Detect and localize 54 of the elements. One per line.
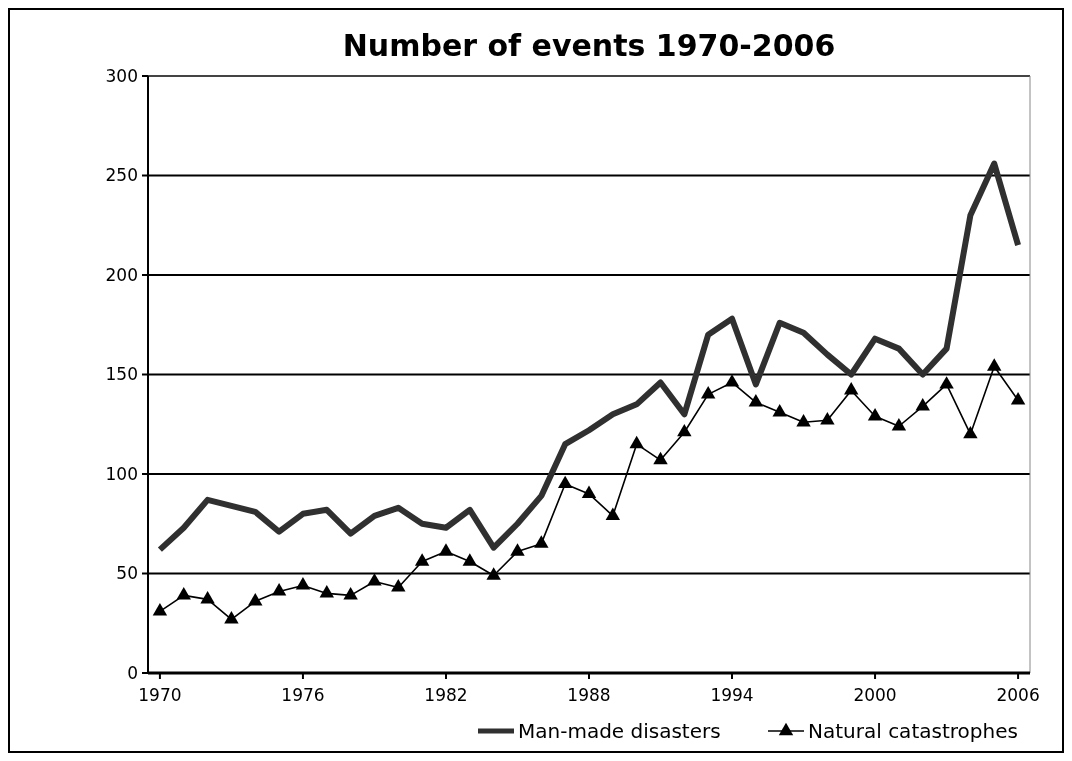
point (414, 553, 430, 566)
point (915, 398, 930, 411)
point (152, 602, 168, 616)
point (295, 577, 311, 590)
point (700, 386, 716, 399)
point (510, 543, 525, 556)
point (867, 407, 883, 421)
y-tick-label: 200 (105, 264, 138, 285)
point (963, 425, 978, 439)
chart-title: Number of events 1970-2006 (342, 28, 836, 63)
y-tick-label: 0 (127, 662, 138, 683)
point (772, 403, 787, 417)
y-tick-label: 250 (105, 165, 138, 186)
point (724, 374, 740, 387)
point (534, 535, 549, 548)
point (271, 583, 287, 596)
point (319, 585, 334, 598)
x-tick-label: 1970 (138, 685, 182, 705)
point (438, 543, 454, 556)
point (343, 587, 358, 600)
x-tick-label: 2000 (853, 685, 897, 705)
legend-label: Natural catastrophes (808, 719, 1018, 743)
point (200, 591, 215, 604)
x-tick-label: 1988 (567, 685, 611, 705)
point (581, 485, 597, 499)
point (391, 579, 406, 592)
y-tick-label: 150 (105, 364, 138, 385)
point (224, 610, 239, 624)
point (1010, 392, 1026, 405)
point (462, 553, 478, 566)
point (557, 475, 573, 489)
point (677, 423, 692, 437)
x-tick-label: 1982 (424, 685, 468, 705)
point (891, 417, 907, 431)
point (796, 413, 811, 427)
point (176, 587, 191, 600)
point (653, 451, 668, 465)
x-tick-label: 1976 (281, 685, 325, 705)
point (844, 382, 859, 395)
point (486, 567, 501, 580)
y-tick-label: 300 (105, 65, 138, 86)
point (605, 507, 621, 520)
point (939, 376, 954, 389)
point (820, 411, 835, 425)
point (748, 394, 764, 407)
x-tick-label: 2006 (996, 685, 1040, 705)
point (367, 573, 382, 586)
point (248, 593, 263, 606)
x-tick-label: 1994 (710, 685, 754, 705)
legend-label: Man-made disasters (518, 719, 721, 743)
point (987, 358, 1002, 371)
y-tick-label: 50 (116, 563, 138, 584)
y-tick-label: 100 (105, 463, 138, 484)
point (629, 435, 644, 449)
